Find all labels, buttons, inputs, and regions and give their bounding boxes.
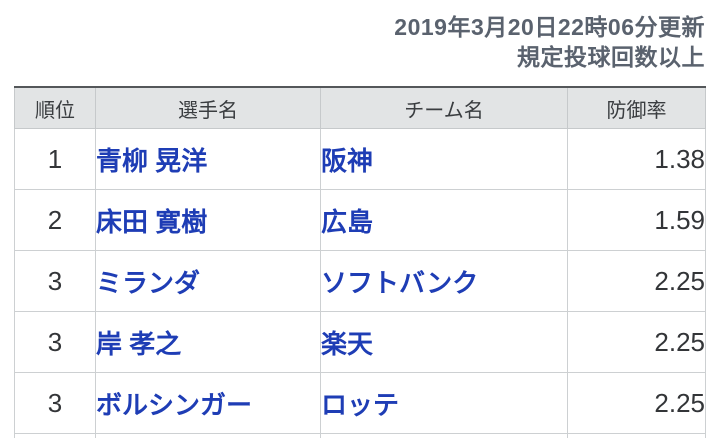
rank-cell: 1 (14, 128, 96, 190)
update-timestamp: 2019年3月20日22時06分更新 (394, 14, 705, 40)
era-cell: 1.59 (567, 189, 706, 251)
rank-cell: 2 (14, 189, 96, 251)
column-header-era: 防御率 (567, 87, 706, 129)
player-link[interactable]: 岸 孝之 (96, 328, 182, 359)
rank-cell: 3 (14, 372, 96, 434)
table-row: 3 ミランダ ソフトバンク 2.25 (14, 250, 706, 312)
column-header-team: チーム名 (320, 87, 568, 129)
team-link[interactable]: 広島 (321, 206, 374, 237)
table-row: 1 青柳 晃洋 阪神 1.38 (14, 128, 706, 190)
header-row: 順位 選手名 チーム名 防御率 (14, 87, 706, 129)
table-row-partial (14, 433, 706, 438)
player-link[interactable]: ミランダ (96, 267, 201, 298)
rank-cell: 3 (14, 250, 96, 312)
era-cell: 2.25 (567, 311, 706, 373)
table-row: 3 ボルシンガー ロッテ 2.25 (14, 372, 706, 434)
player-link[interactable]: 青柳 晃洋 (96, 145, 208, 176)
player-link[interactable]: 床田 寛樹 (96, 206, 208, 237)
era-ranking-table: 順位 選手名 チーム名 防御率 1 青柳 晃洋 阪神 1.38 2 床田 寛樹 … (14, 86, 706, 438)
team-link[interactable]: ロッテ (321, 389, 400, 420)
era-cell: 2.25 (567, 372, 706, 434)
team-link[interactable]: ソフトバンク (321, 267, 479, 298)
era-cell: 1.38 (567, 128, 706, 190)
era-cell (567, 433, 706, 438)
era-cell: 2.25 (567, 250, 706, 312)
table-row: 2 床田 寛樹 広島 1.59 (14, 189, 706, 251)
rank-cell (14, 433, 96, 438)
team-link[interactable]: 楽天 (321, 328, 374, 359)
table-row: 3 岸 孝之 楽天 2.25 (14, 311, 706, 373)
column-header-player: 選手名 (95, 87, 321, 129)
column-header-rank: 順位 (14, 87, 96, 129)
team-link[interactable]: 阪神 (321, 145, 374, 176)
page-meta: 2019年3月20日22時06分更新 規定投球回数以上 (394, 12, 705, 72)
qualification-note: 規定投球回数以上 (517, 44, 705, 70)
player-link[interactable]: ボルシンガー (96, 389, 253, 420)
rank-cell: 3 (14, 311, 96, 373)
